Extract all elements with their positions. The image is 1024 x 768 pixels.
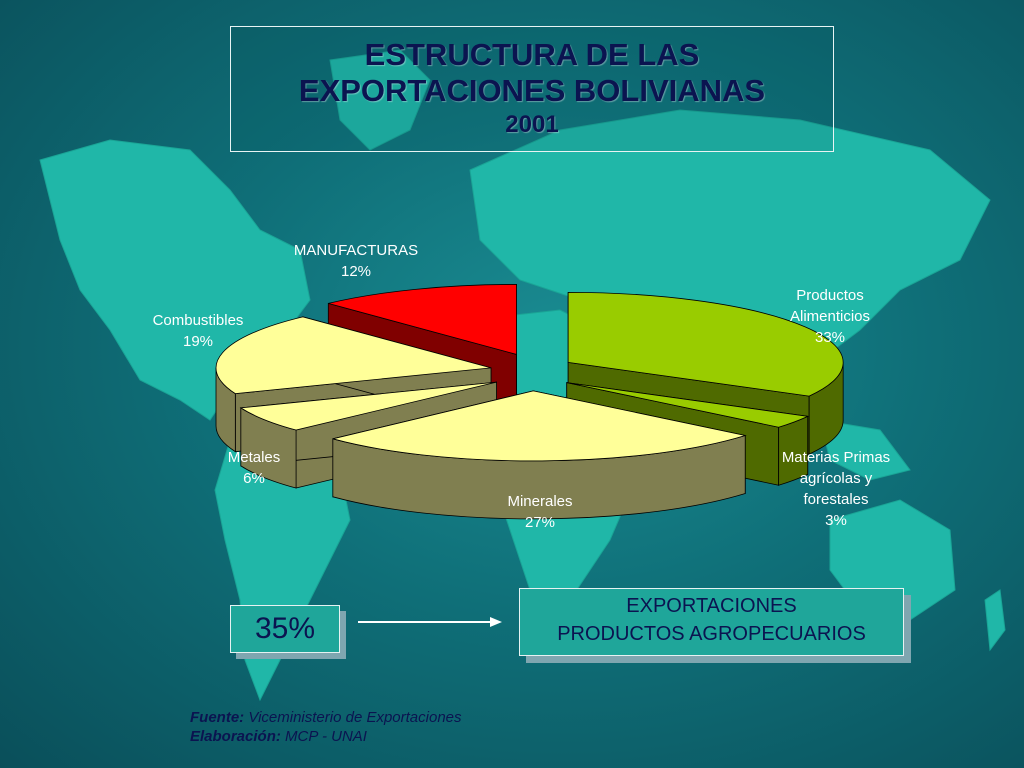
indonesia-shape — [819, 419, 911, 481]
pie-label-4-line-0: Combustibles — [153, 312, 244, 329]
pie-slice-1-top — [566, 382, 810, 428]
footer: Fuente: Viceministerio de Exportaciones … — [190, 708, 462, 746]
agro-percent-value: 35% — [254, 612, 316, 645]
pie-label-1: Materias Primas agrícolas y forestales 3% — [782, 449, 890, 529]
agro-percent-box: 35% — [230, 605, 340, 653]
footer-source-label: Fuente: — [190, 709, 245, 726]
chart-title-year: 2001 — [505, 111, 559, 138]
pie-label-2-line-0: Minerales — [507, 493, 572, 510]
pie-label-4: Combustibles 19% — [153, 312, 244, 350]
pie-label-3-line-1: 6% — [243, 470, 265, 487]
chart-title-line1: ESTRUCTURA DE LAS — [364, 37, 700, 72]
pie-label-1-line-3: 3% — [825, 512, 847, 529]
title-box: ESTRUCTURA DE LAS EXPORTACIONES BOLIVIAN… — [230, 26, 834, 152]
pie-label-1-line-0: Materias Primas — [782, 449, 890, 466]
pie-label-5-line-0: MANUFACTURAS — [294, 242, 418, 259]
footer-source: Fuente: Viceministerio de Exportaciones — [190, 708, 462, 727]
pie-label-4-line-1: 19% — [183, 333, 213, 350]
pie-label-0-line-0: Productos — [796, 287, 864, 304]
pie-label-1-line-1: agrícolas y — [800, 470, 873, 487]
pie-label-1-line-2: forestales — [803, 491, 868, 508]
greenland-shape — [329, 49, 431, 151]
footer-source-value: Viceministerio de Exportaciones — [248, 709, 462, 726]
pie-label-3-line-0: Metales — [228, 449, 281, 466]
footer-elaboration: Elaboración: MCP - UNAI — [190, 727, 462, 746]
pie-slice-4-top — [215, 316, 492, 395]
pie-label-0-line-2: 33% — [815, 329, 845, 346]
pie-label-5-line-1: 12% — [341, 263, 371, 280]
chart-title-line2: EXPORTACIONES BOLIVIANAS — [298, 73, 766, 108]
pie-slice-3-top — [239, 381, 497, 431]
pie-label-3: Metales 6% — [228, 449, 281, 487]
pie-slice-0-top — [567, 291, 844, 397]
pie-label-2: Minerales 27% — [507, 493, 572, 531]
pie-label-2-line-1: 27% — [525, 514, 555, 531]
footer-elab-value: MCP - UNAI — [285, 728, 367, 745]
pie-label-0-line-1: Alimenticios — [790, 308, 870, 325]
eurasia-shape — [469, 109, 991, 381]
pie-label-0: Productos Alimenticios 33% — [790, 287, 870, 346]
right-arrow-icon — [358, 617, 502, 627]
pie-label-5: MANUFACTURAS 12% — [294, 242, 418, 280]
new-zealand-shape — [984, 589, 1006, 652]
agro-exports-box: EXPORTACIONES PRODUCTOS AGROPECUARIOS — [519, 588, 904, 656]
pie-slice-2 — [332, 390, 747, 520]
agro-exports-line2: PRODUCTOS AGROPECUARIOS — [557, 623, 866, 645]
agro-exports-line1: EXPORTACIONES — [626, 595, 797, 617]
pie-slice-5-top — [328, 284, 517, 355]
footer-elab-label: Elaboración: — [190, 728, 281, 745]
pie-slice-2-top — [332, 390, 747, 462]
